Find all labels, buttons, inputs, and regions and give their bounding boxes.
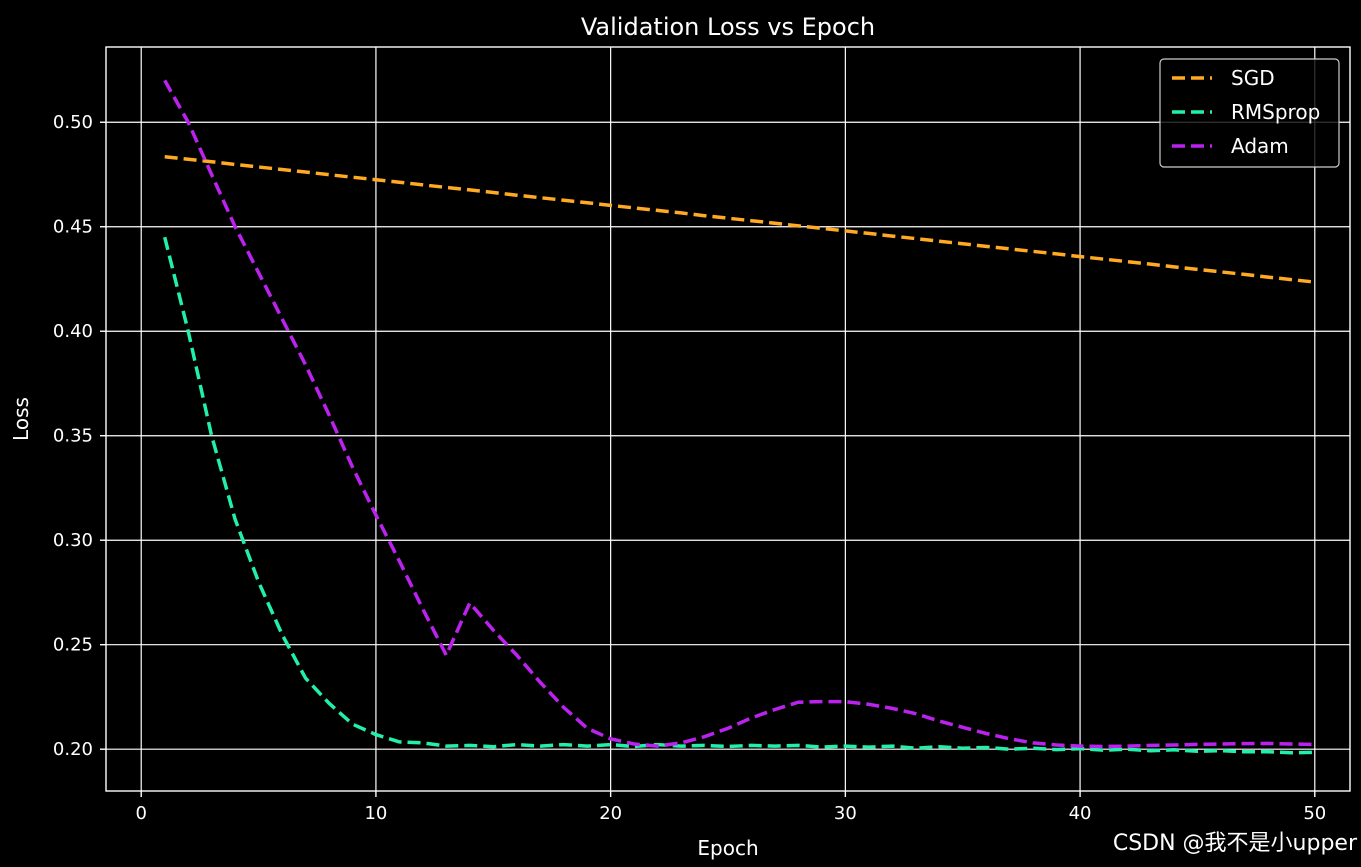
x-tick-label: 50 [1303, 803, 1326, 824]
y-tick-label: 0.20 [53, 739, 93, 760]
y-tick-label: 0.45 [53, 217, 93, 238]
x-tick-label: 30 [834, 803, 857, 824]
legend: SGD RMSprop Adam [1159, 58, 1340, 168]
series-line-adam [163, 79, 1315, 749]
y-tick-label: 0.35 [53, 426, 93, 447]
legend-box [1159, 58, 1340, 168]
plot-frame [105, 46, 1351, 792]
x-tick-label: 20 [599, 803, 622, 824]
legend-label-sgd: SGD [1231, 66, 1275, 90]
x-axis-label: Epoch [697, 836, 758, 860]
watermark-text: CSDN @我不是小upper [1112, 831, 1357, 856]
y-tick-label: 0.30 [53, 530, 93, 551]
legend-label-adam: Adam [1231, 134, 1289, 158]
y-tick-label: 0.50 [53, 112, 93, 133]
x-tick-label: 40 [1069, 803, 1092, 824]
axis-ticks: 0 10 20 30 40 50 0.20 0.25 0.30 0.35 0.40 0.45 0.50 [53, 112, 1326, 824]
chart-title: Validation Loss vs Epoch [581, 13, 875, 41]
y-tick-label: 0.40 [53, 321, 93, 342]
series-line-rmsprop [163, 236, 1315, 755]
series-lines [163, 79, 1315, 755]
legend-label-rmsprop: RMSprop [1231, 100, 1320, 124]
series-line-sgd [164, 154, 1315, 284]
x-tick-label: 10 [364, 803, 387, 824]
y-axis-label: Loss [9, 397, 33, 441]
grid [106, 47, 1350, 791]
y-tick-label: 0.25 [53, 635, 93, 656]
x-tick-label: 0 [135, 803, 146, 824]
